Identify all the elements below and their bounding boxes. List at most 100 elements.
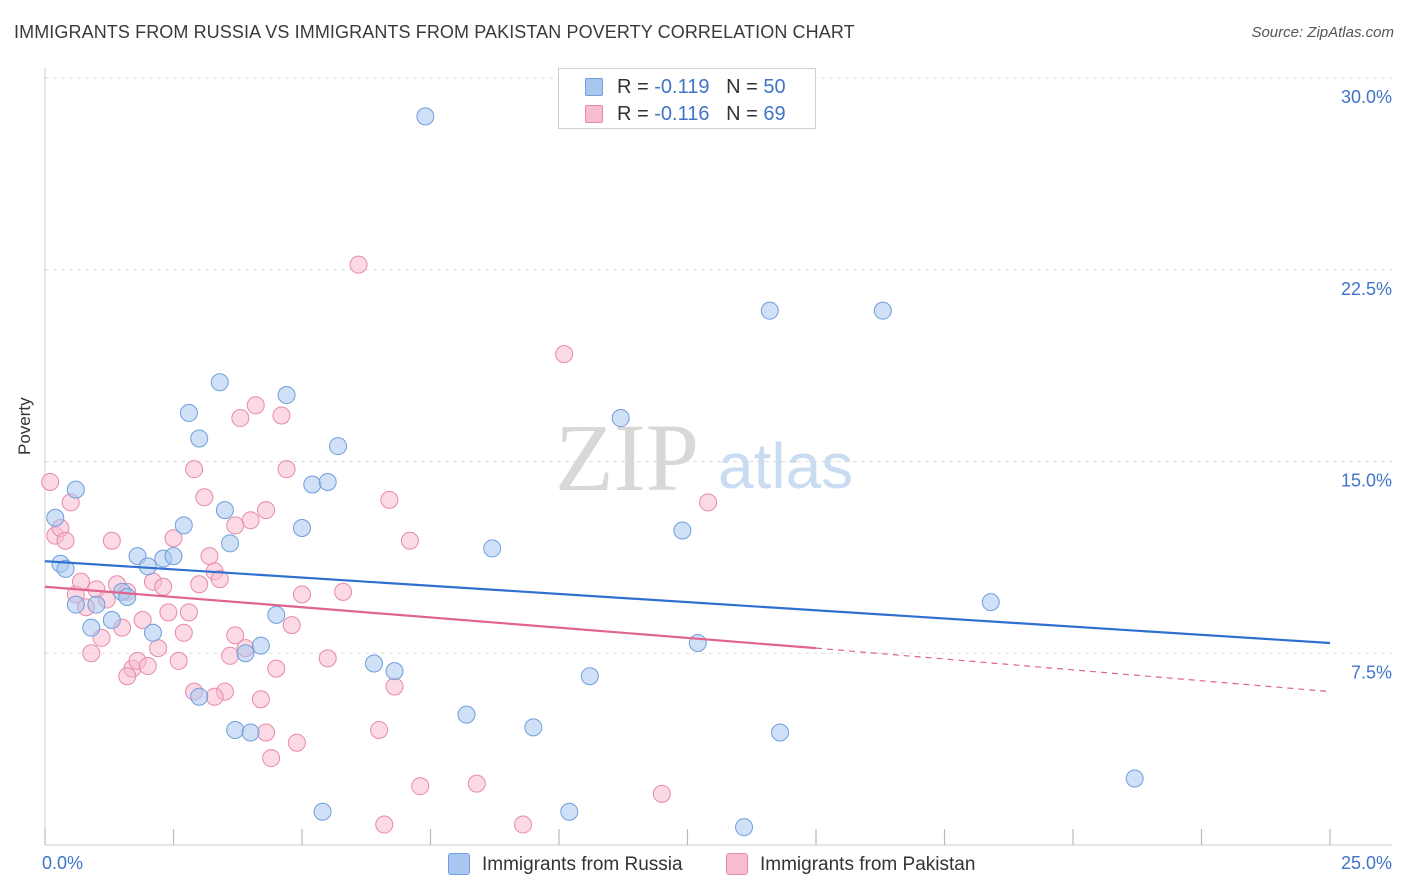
russia-point: [236, 644, 255, 663]
russia-point: [580, 667, 599, 686]
pakistan-point: [195, 488, 214, 507]
russia-point: [385, 662, 404, 681]
russia-point: [241, 723, 260, 742]
pakistan-point: [226, 626, 245, 645]
russia-point: [143, 623, 162, 642]
pakistan-point: [190, 575, 209, 594]
y-tick-label: 7.5%: [1351, 662, 1392, 682]
russia-point: [87, 595, 106, 614]
pakistan-point: [246, 396, 265, 415]
pakistan-n-value: 69: [763, 103, 786, 125]
y-tick-label: 30.0%: [1341, 87, 1392, 107]
pakistan-point: [514, 815, 533, 834]
trendlines: [44, 560, 1331, 693]
pakistan-point: [555, 345, 574, 364]
russia-point: [82, 618, 101, 637]
pakistan-point: [164, 529, 183, 548]
gridlines: [45, 77, 1392, 654]
pakistan-point: [210, 570, 229, 589]
pakistan-legend-label: Immigrants from Pakistan: [760, 854, 976, 875]
russia-points: [46, 107, 1144, 837]
pakistan-point: [221, 646, 240, 665]
source-label: Source: ZipAtlas.com: [1251, 24, 1394, 41]
russia-point: [46, 508, 65, 527]
russia-point: [174, 516, 193, 535]
pakistan-point: [375, 815, 394, 834]
pakistan-point: [231, 409, 250, 428]
pakistan-point: [334, 582, 353, 601]
pakistan-point: [287, 733, 306, 752]
pakistan-point: [262, 749, 281, 768]
russia-point: [735, 818, 754, 837]
russia-trendline: [44, 560, 1331, 645]
russia-legend-label: Immigrants from Russia: [482, 854, 683, 875]
pakistan-point: [174, 623, 193, 642]
pakistan-point: [251, 690, 270, 709]
russia-point: [318, 472, 337, 491]
axes: [44, 68, 1392, 846]
tick-labels: 7.5% 15.0% 22.5% 30.0% 0.0% 25.0%: [42, 87, 1392, 873]
pakistan-point: [200, 547, 219, 566]
x-tick-label: 25.0%: [1341, 853, 1392, 873]
russia-point: [118, 588, 137, 607]
russia-point: [611, 409, 630, 428]
pakistan-point: [102, 531, 121, 550]
russia-point: [364, 654, 383, 673]
pakistan-point: [159, 603, 178, 622]
pakistan-point: [41, 472, 60, 491]
pakistan-point: [272, 406, 291, 425]
russia-point: [873, 301, 892, 320]
russia-point: [56, 559, 75, 578]
russia-point: [688, 634, 707, 653]
russia-point: [416, 107, 435, 126]
watermark-atlas: atlas: [718, 430, 853, 502]
russia-point: [457, 705, 476, 724]
pakistan-point: [318, 649, 337, 668]
pakistan-point: [267, 659, 286, 678]
russia-point: [102, 611, 121, 630]
russia-point: [981, 593, 1000, 612]
pakistan-point: [699, 493, 718, 512]
russia-point: [524, 718, 543, 737]
russia-point: [560, 802, 579, 821]
russia-point: [673, 521, 692, 540]
russia-n-value: 50: [763, 76, 786, 98]
pakistan-swatch: [585, 105, 603, 123]
pakistan-point: [205, 687, 224, 706]
pakistan-points: [41, 255, 718, 834]
pakistan-point: [138, 657, 157, 676]
russia-r-label: R =: [617, 76, 655, 98]
russia-legend-swatch: [448, 853, 470, 875]
russia-point: [164, 547, 183, 566]
pakistan-point: [257, 723, 276, 742]
pakistan-point: [118, 667, 137, 686]
pakistan-point: [133, 611, 152, 630]
y-axis-label: Poverty: [15, 397, 34, 455]
pakistan-point: [370, 720, 389, 739]
pakistan-point: [82, 644, 101, 663]
pakistan-point: [154, 577, 173, 596]
russia-point: [313, 802, 332, 821]
pakistan-trendline-extension: [815, 647, 1331, 693]
russia-point: [483, 539, 502, 558]
pakistan-point: [293, 585, 311, 604]
pakistan-legend-swatch: [726, 853, 748, 875]
x-tick-label: 0.0%: [42, 853, 83, 873]
pakistan-point: [185, 460, 204, 479]
pakistan-point: [179, 603, 198, 622]
russia-point: [760, 301, 779, 320]
pakistan-r-label: R =: [617, 103, 655, 125]
pakistan-point: [277, 460, 296, 479]
russia-point: [221, 534, 240, 553]
correlation-legend: R = -0.119 N = 50 R = -0.116 N = 69: [558, 68, 816, 129]
russia-point: [328, 437, 347, 456]
chart-title: IMMIGRANTS FROM RUSSIA VS IMMIGRANTS FRO…: [14, 22, 855, 42]
russia-point: [210, 373, 229, 392]
russia-point: [293, 518, 311, 537]
russia-point: [66, 480, 85, 499]
y-tick-label: 15.0%: [1341, 471, 1392, 491]
pakistan-trendline: [44, 585, 817, 650]
pakistan-point: [380, 490, 399, 509]
russia-r-value: -0.119: [654, 76, 710, 98]
russia-point: [226, 720, 245, 739]
